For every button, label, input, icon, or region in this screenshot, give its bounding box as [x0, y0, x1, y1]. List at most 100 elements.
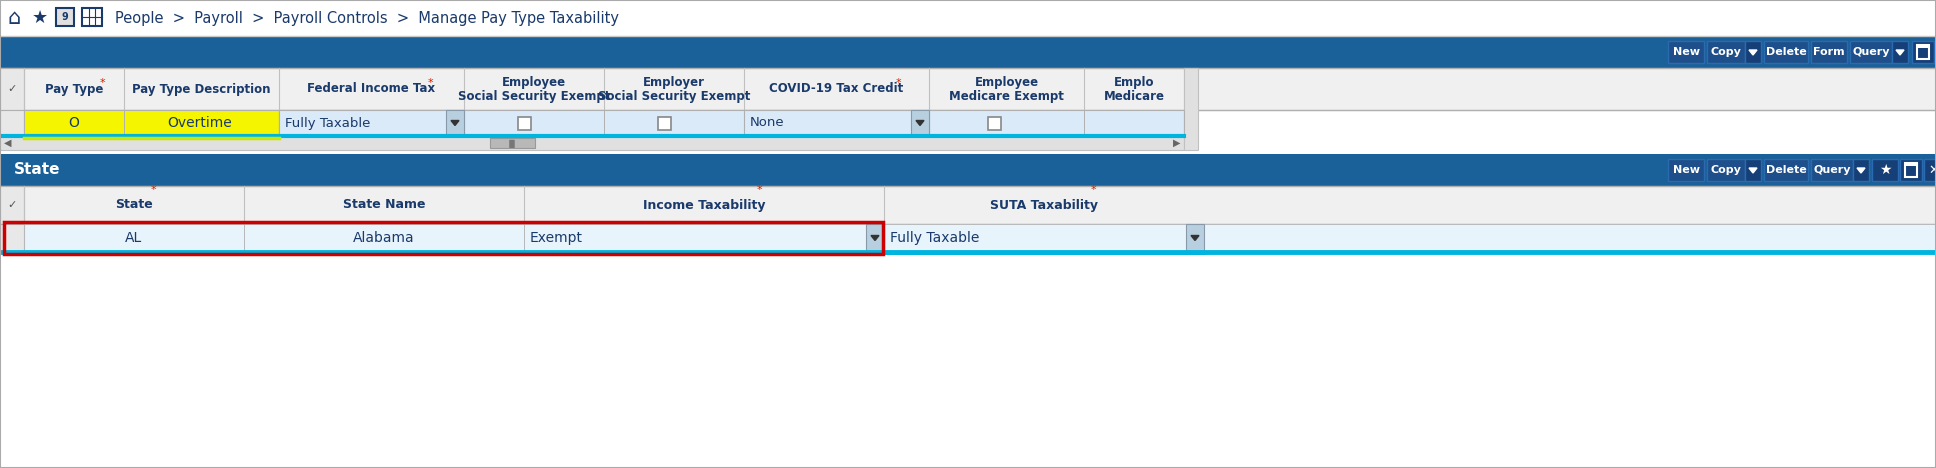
- Bar: [0, 110, 23, 136]
- Text: Income Taxability: Income Taxability: [643, 198, 765, 212]
- Bar: [1905, 163, 1917, 177]
- Text: Fully Taxable: Fully Taxable: [285, 117, 370, 130]
- Text: AL: AL: [126, 231, 143, 245]
- Text: Copy: Copy: [1711, 165, 1742, 175]
- Text: Form: Form: [1814, 47, 1845, 57]
- Polygon shape: [1857, 168, 1864, 173]
- Bar: [658, 117, 672, 130]
- Text: ✓: ✓: [8, 200, 17, 210]
- Bar: [987, 117, 1001, 130]
- Text: ◀: ◀: [4, 138, 12, 148]
- Text: Pay Type Description: Pay Type Description: [132, 82, 271, 95]
- Bar: [1899, 159, 1922, 181]
- Text: Employee: Employee: [501, 76, 565, 89]
- Bar: [1917, 45, 1928, 59]
- Polygon shape: [1748, 50, 1758, 55]
- Text: State Name: State Name: [343, 198, 426, 212]
- Text: *: *: [896, 78, 900, 88]
- Polygon shape: [1895, 50, 1903, 55]
- Bar: [0, 154, 1936, 186]
- Text: Query: Query: [1853, 47, 1890, 57]
- Polygon shape: [871, 235, 879, 241]
- Text: Medicare Exempt: Medicare Exempt: [949, 90, 1065, 103]
- Bar: [0, 186, 1936, 224]
- Bar: [1764, 41, 1808, 63]
- Bar: [519, 117, 530, 130]
- Text: Copy: Copy: [1711, 47, 1742, 57]
- Bar: [1851, 41, 1891, 63]
- Text: SUTA Taxability: SUTA Taxability: [989, 198, 1098, 212]
- Text: Overtime: Overtime: [168, 116, 232, 130]
- Text: *: *: [1092, 185, 1096, 195]
- Bar: [0, 186, 23, 224]
- Bar: [1853, 159, 1868, 181]
- Bar: [1669, 41, 1704, 63]
- Bar: [1924, 159, 1936, 181]
- Bar: [1764, 159, 1808, 181]
- Text: ★: ★: [31, 9, 48, 27]
- Text: Federal Income Tax: Federal Income Tax: [308, 82, 436, 95]
- Bar: [1744, 41, 1762, 63]
- Bar: [1917, 45, 1928, 48]
- Bar: [279, 110, 465, 136]
- Text: Emplo: Emplo: [1113, 76, 1154, 89]
- Bar: [0, 36, 1936, 68]
- Text: New: New: [1673, 165, 1700, 175]
- Bar: [445, 110, 465, 136]
- Text: Alabama: Alabama: [352, 231, 414, 245]
- Text: ★: ★: [1878, 163, 1891, 177]
- Text: Delete: Delete: [1766, 165, 1806, 175]
- Text: Delete: Delete: [1766, 47, 1806, 57]
- Bar: [0, 136, 1185, 150]
- Text: State: State: [14, 162, 60, 177]
- Text: Exempt: Exempt: [530, 231, 583, 245]
- Text: Social Security Exempt: Social Security Exempt: [598, 90, 749, 103]
- Bar: [1744, 159, 1762, 181]
- Text: State: State: [114, 198, 153, 212]
- Polygon shape: [1748, 168, 1758, 173]
- Bar: [1913, 41, 1934, 63]
- Text: *: *: [101, 78, 106, 88]
- Bar: [1810, 159, 1853, 181]
- Bar: [1891, 41, 1909, 63]
- Text: People  >  Payroll  >  Payroll Controls  >  Manage Pay Type Taxability: People > Payroll > Payroll Controls > Ma…: [114, 10, 620, 25]
- Bar: [0, 0, 1936, 36]
- Bar: [23, 110, 279, 136]
- Text: ✕: ✕: [1928, 163, 1936, 176]
- Text: *: *: [151, 185, 157, 195]
- Bar: [1669, 159, 1704, 181]
- Bar: [865, 224, 885, 252]
- Bar: [4, 222, 883, 254]
- Text: Employee: Employee: [974, 76, 1038, 89]
- Bar: [0, 68, 1936, 110]
- Text: Pay Type: Pay Type: [45, 82, 103, 95]
- Bar: [279, 110, 1185, 136]
- Bar: [56, 8, 74, 26]
- Polygon shape: [916, 120, 923, 125]
- Bar: [1872, 159, 1897, 181]
- Bar: [0, 224, 23, 252]
- Text: ⌂: ⌂: [8, 8, 21, 28]
- Bar: [743, 110, 929, 136]
- Bar: [0, 68, 23, 110]
- Bar: [1185, 68, 1198, 150]
- Text: None: None: [749, 117, 784, 130]
- Text: Employer: Employer: [643, 76, 705, 89]
- Text: Fully Taxable: Fully Taxable: [891, 231, 980, 245]
- Bar: [81, 8, 103, 26]
- Bar: [1905, 163, 1917, 166]
- Text: O: O: [68, 116, 79, 130]
- Bar: [1708, 159, 1744, 181]
- Bar: [0, 224, 1936, 252]
- Text: Medicare: Medicare: [1104, 90, 1164, 103]
- Text: 9: 9: [62, 12, 68, 22]
- Bar: [0, 256, 1936, 468]
- Polygon shape: [1191, 235, 1198, 241]
- Text: ▶: ▶: [1173, 138, 1181, 148]
- Text: COVID-19 Tax Credit: COVID-19 Tax Credit: [769, 82, 904, 95]
- Text: Query: Query: [1814, 165, 1851, 175]
- Bar: [912, 110, 929, 136]
- Text: *: *: [428, 78, 434, 88]
- Bar: [490, 138, 534, 148]
- Text: Social Security Exempt: Social Security Exempt: [457, 90, 610, 103]
